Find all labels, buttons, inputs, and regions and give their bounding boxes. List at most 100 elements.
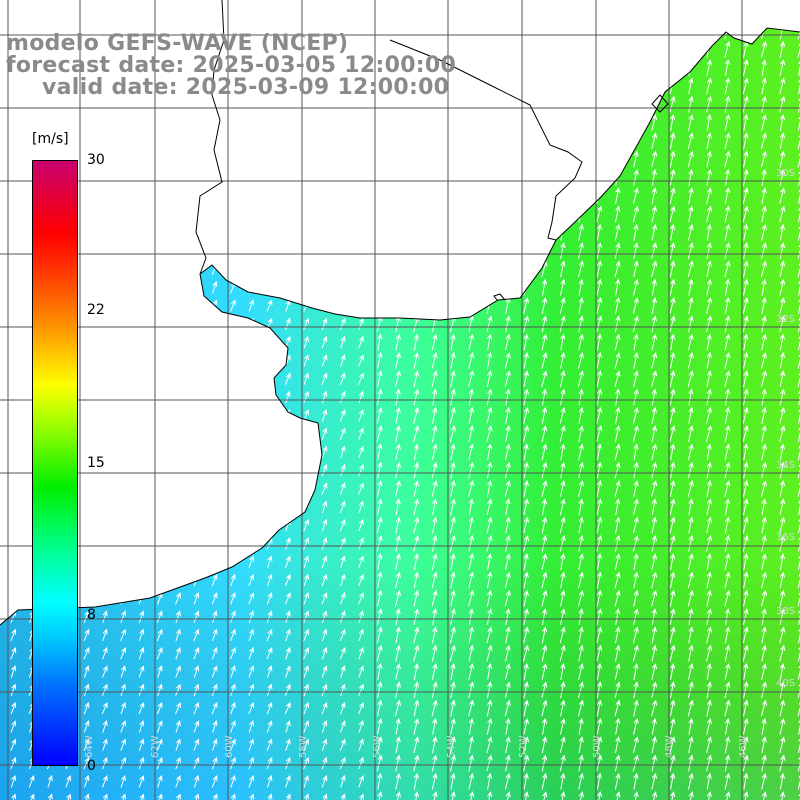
wind-arrow — [761, 644, 767, 662]
wind-arrow — [377, 370, 383, 388]
wind-arrow — [669, 297, 676, 314]
wind-arrow — [669, 351, 676, 369]
wind-arrow — [578, 242, 584, 259]
wind-arrow — [505, 406, 511, 424]
wind-arrow — [303, 774, 309, 788]
wind-arrow — [431, 333, 438, 351]
wind-arrow — [596, 626, 603, 644]
wind-arrow — [523, 772, 529, 790]
wind-arrow — [706, 205, 713, 223]
wind-arrow — [193, 665, 200, 678]
wind-arrow — [450, 589, 456, 607]
wind-arrow — [688, 406, 694, 424]
wind-arrow — [724, 736, 731, 754]
wind-arrow — [724, 278, 731, 296]
wind-arrow — [706, 479, 712, 497]
wind-arrow — [266, 701, 273, 715]
wind-arrow — [541, 772, 548, 790]
wind-arrow — [779, 717, 786, 735]
wind-arrow — [321, 354, 328, 367]
wind-arrow — [175, 646, 181, 660]
wind-arrow — [633, 681, 639, 699]
wind-arrow — [724, 516, 731, 534]
wind-arrow — [614, 370, 621, 388]
wind-arrow — [211, 683, 218, 696]
wind-arrow — [449, 754, 456, 772]
wind-arrow — [285, 610, 291, 623]
wind-arrow — [614, 699, 621, 717]
wind-arrow — [742, 425, 749, 442]
wind-arrow — [523, 571, 529, 589]
wind-arrow — [669, 187, 676, 205]
wind-arrow — [559, 644, 566, 662]
wind-arrow — [743, 132, 749, 150]
wind-arrow — [742, 626, 749, 644]
wind-arrow — [596, 315, 603, 333]
wind-arrow — [10, 628, 17, 642]
wind-arrow — [358, 720, 364, 733]
wind-arrow — [505, 425, 511, 443]
wind-arrow — [596, 662, 602, 680]
wind-arrow — [321, 610, 328, 623]
wind-arrow — [779, 406, 786, 424]
wind-arrow — [450, 662, 456, 680]
wind-arrow — [559, 754, 566, 772]
wind-arrow — [541, 553, 548, 571]
wind-arrow — [614, 480, 621, 497]
wind-arrow — [376, 626, 383, 644]
wind-arrow — [578, 644, 584, 662]
wind-arrow — [358, 793, 364, 800]
wind-arrow — [743, 443, 749, 461]
wind-arrow — [358, 555, 364, 568]
wind-arrow — [321, 335, 328, 349]
wind-arrow — [193, 647, 200, 660]
wind-arrow — [687, 242, 694, 259]
wind-arrow — [779, 388, 786, 406]
wind-arrow — [761, 754, 767, 772]
wind-arrow — [468, 754, 474, 772]
wind-arrow — [376, 534, 383, 552]
wind-arrow — [285, 317, 291, 331]
wind-arrow — [614, 443, 621, 461]
wind-arrow — [175, 775, 181, 788]
wind-arrow — [651, 461, 658, 479]
wind-arrow — [761, 333, 767, 351]
wind-arrow — [376, 644, 383, 662]
wind-arrow — [724, 388, 731, 406]
wind-arrow — [615, 498, 621, 516]
wind-arrow — [175, 793, 181, 800]
wind-arrow — [688, 717, 694, 735]
wind-arrow — [432, 516, 438, 534]
wind-arrow — [541, 736, 548, 754]
wind-arrow — [761, 223, 767, 241]
longitude-label: 52W — [518, 735, 529, 758]
wind-arrow — [559, 717, 566, 735]
wind-arrow — [358, 390, 364, 404]
wind-arrow — [138, 738, 145, 751]
wind-arrow — [651, 443, 658, 461]
latitude-label: 34S — [776, 460, 795, 471]
wind-arrow — [486, 736, 493, 754]
wind-arrow — [706, 699, 712, 717]
wind-arrow — [706, 589, 712, 607]
wind-arrow — [687, 791, 694, 800]
wind-arrow — [486, 754, 493, 772]
wind-arrow — [340, 592, 346, 605]
wind-arrow — [486, 662, 493, 680]
wind-arrow — [724, 754, 731, 772]
wind-arrow — [285, 555, 291, 568]
wind-arrow — [743, 260, 749, 278]
wind-arrow — [541, 699, 548, 717]
wind-arrow — [761, 772, 767, 790]
wind-arrow — [706, 278, 712, 296]
wind-arrow — [798, 388, 800, 406]
wind-arrow — [248, 299, 255, 312]
wind-arrow — [798, 608, 800, 625]
wind-arrow — [468, 498, 474, 516]
wind-arrow — [468, 425, 474, 443]
wind-arrow — [724, 461, 731, 479]
wind-arrow — [284, 592, 291, 605]
wind-arrow — [303, 537, 309, 550]
wind-arrow — [157, 774, 163, 788]
wind-arrow — [523, 479, 529, 497]
